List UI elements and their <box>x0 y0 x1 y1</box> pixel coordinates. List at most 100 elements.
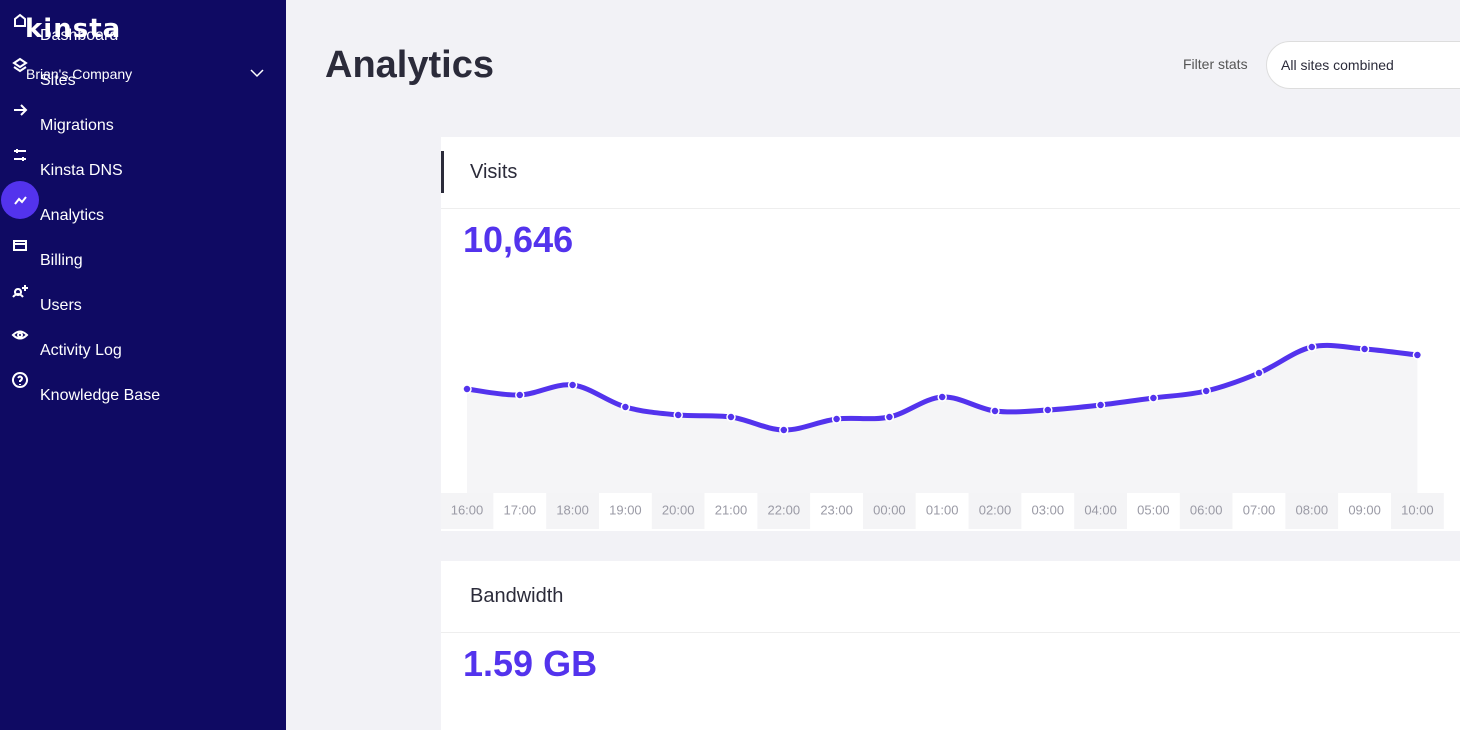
x-tick-label: 05:00 <box>1137 502 1170 517</box>
x-label-bg <box>968 493 1022 529</box>
icon <box>14 13 26 27</box>
filter-value: All sites combined <box>1281 57 1394 73</box>
point <box>1412 350 1423 360</box>
point <box>831 414 842 424</box>
icon <box>13 240 27 251</box>
point <box>779 425 789 435</box>
x-tick-label: 06:00 <box>1190 502 1223 517</box>
x-label-bg <box>599 493 652 529</box>
nav-item[interactable]: Users <box>0 270 286 315</box>
nav-icon <box>14 104 28 116</box>
x-tick-label: 08:00 <box>1296 502 1329 517</box>
point <box>1148 393 1159 403</box>
icon <box>11 330 29 340</box>
x-label-bg <box>651 493 705 529</box>
nav-icon <box>14 149 26 161</box>
x-label-bg <box>1232 493 1286 529</box>
x-tick-label: 01:00 <box>926 502 959 517</box>
x-label-bg <box>915 493 969 529</box>
point <box>567 380 578 390</box>
x-tick-label: 20:00 <box>662 502 695 517</box>
area <box>467 345 1418 493</box>
x-tick-label: 22:00 <box>768 502 801 517</box>
bandwidth-card: Bandwidth 1.59 GB <box>441 561 1460 730</box>
company-switcher[interactable]: Brian's Company <box>26 66 133 82</box>
x-label-bg <box>1074 493 1127 529</box>
x-tick-label: 00:00 <box>873 502 906 517</box>
x-label-bg <box>1338 493 1391 529</box>
x-label-bg <box>546 493 599 529</box>
point <box>673 410 683 420</box>
divider <box>441 208 1460 209</box>
logo[interactable]: kinsta <box>25 14 122 44</box>
point <box>515 390 525 400</box>
point <box>1307 342 1317 352</box>
point <box>462 384 472 394</box>
x-label-bg <box>704 493 758 529</box>
x-label-bg <box>1021 493 1075 529</box>
nav-item[interactable]: Sites <box>0 45 286 90</box>
nav-item[interactable]: Knowledge Base <box>0 360 286 405</box>
icon <box>12 372 28 388</box>
x-tick-label: 21:00 <box>715 502 748 517</box>
nav-item[interactable]: Migrations <box>0 90 286 135</box>
nav-list: Dashboard Sites Migrations Kinsta DNS Analyt… <box>0 0 286 405</box>
x-label-bg <box>1179 493 1233 529</box>
nav-item[interactable]: Analytics <box>0 180 286 225</box>
nav-item[interactable]: Billing <box>0 225 286 270</box>
nav-item[interactable]: Dashboard <box>0 0 286 45</box>
point <box>884 412 895 422</box>
point <box>1095 400 1106 410</box>
x-tick-label: 23:00 <box>820 502 853 517</box>
sidebar: kinsta Brian's Company Dashboard Sites Mig… <box>0 0 286 730</box>
x-tick-label: 03:00 <box>1032 502 1065 517</box>
point <box>990 406 1000 416</box>
nav-label: Users <box>40 297 82 314</box>
nav-label: Dashboard <box>40 27 119 44</box>
x-label-bg <box>441 493 494 529</box>
nav-item[interactable]: Kinsta DNS <box>0 135 286 180</box>
icon <box>14 104 28 116</box>
point <box>726 412 736 422</box>
nav-label: Billing <box>40 252 83 269</box>
x-tick-label: 10:00 <box>1401 502 1434 517</box>
x-label-bg <box>493 493 547 529</box>
x-tick-label: 02:00 <box>979 502 1012 517</box>
filter-dropdown[interactable]: All sites combined <box>1266 41 1460 89</box>
icon <box>12 285 28 298</box>
x-tick-label: 16:00 <box>451 502 484 517</box>
x-label-bg <box>1391 493 1444 529</box>
chevron <box>250 69 264 78</box>
nav-icon <box>12 57 28 73</box>
active-indicator <box>441 151 444 193</box>
card-total: 10,646 <box>463 219 574 260</box>
x-label-bg <box>810 493 863 529</box>
x-tick-label: 09:00 <box>1348 502 1381 517</box>
x-tick-label: 07:00 <box>1243 502 1276 517</box>
card-title: Bandwidth <box>470 585 564 607</box>
nav-label: Knowledge Base <box>40 387 161 404</box>
x-tick-label: 19:00 <box>609 502 642 517</box>
point <box>1201 386 1211 396</box>
nav-icon <box>1 181 39 219</box>
nav-icon <box>14 13 26 27</box>
nav-icon <box>13 240 27 251</box>
nav-item[interactable]: Activity Log <box>0 315 286 360</box>
visits-chart: 16:00 17:00 18:00 19:00 20:00 21:00 22:00 23:00… <box>441 342 1444 529</box>
nav-label: Analytics <box>40 207 105 224</box>
point <box>620 402 631 412</box>
page-title: Analytics <box>325 44 494 86</box>
nav-label: Kinsta DNS <box>40 162 123 179</box>
x-tick-label: 17:00 <box>504 502 537 517</box>
nav-icon <box>12 285 28 298</box>
x-tick-label: 04:00 <box>1084 502 1117 517</box>
card-total: 1.59 GB <box>463 643 598 684</box>
x-label-bg <box>757 493 811 529</box>
point <box>1359 344 1370 354</box>
card-title: Visits <box>470 161 518 183</box>
point <box>937 392 947 402</box>
divider <box>441 632 1460 633</box>
nav-label: Sites <box>40 72 76 89</box>
x-label-bg <box>863 493 916 529</box>
